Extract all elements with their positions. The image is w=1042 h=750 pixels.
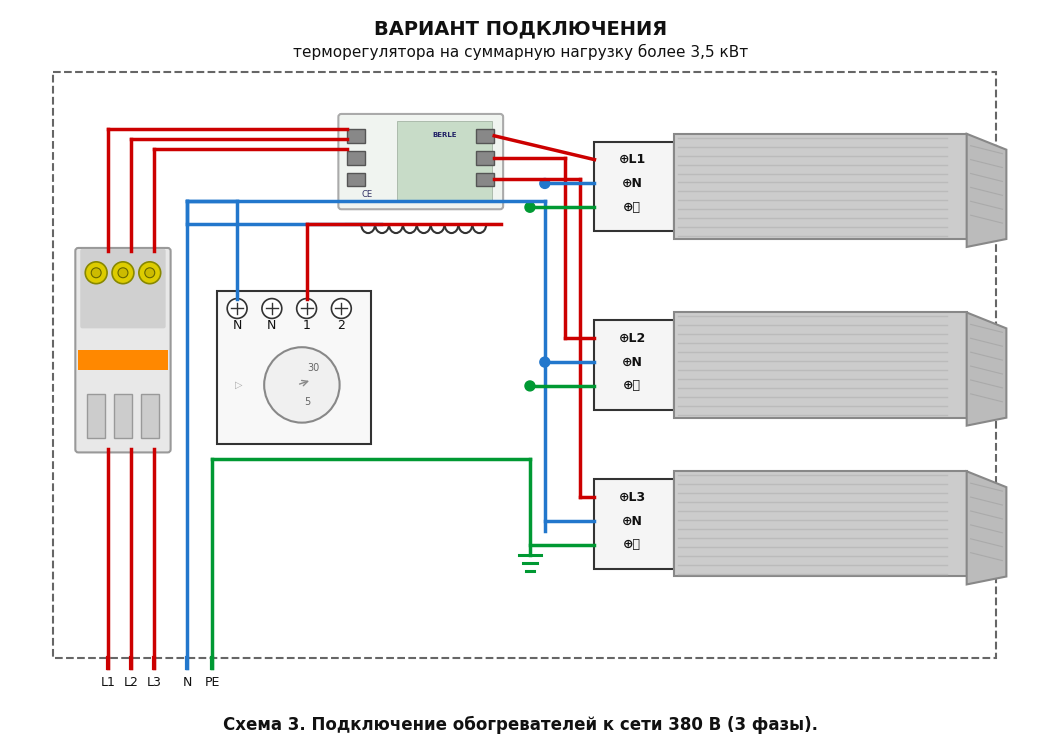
Circle shape: [540, 357, 550, 367]
Text: ⊕N: ⊕N: [622, 177, 643, 190]
Bar: [476, 129, 494, 142]
Polygon shape: [967, 313, 1007, 425]
Bar: [674, 471, 967, 577]
Text: L3: L3: [146, 676, 162, 689]
Text: L2: L2: [123, 676, 139, 689]
Circle shape: [525, 381, 535, 391]
Text: терморегулятора на суммарную нагрузку более 3,5 кВт: терморегулятора на суммарную нагрузку бо…: [294, 44, 748, 61]
Circle shape: [92, 268, 101, 278]
Bar: [594, 142, 674, 231]
Bar: [141, 394, 158, 437]
Text: 30: 30: [307, 363, 320, 373]
FancyBboxPatch shape: [80, 249, 166, 328]
Circle shape: [85, 262, 107, 284]
Circle shape: [139, 262, 160, 284]
Text: ⊕⏚: ⊕⏚: [623, 201, 641, 214]
Text: ⊕⏚: ⊕⏚: [623, 538, 641, 551]
Bar: [78, 350, 168, 370]
Text: Схема 3. Подключение обогревателей к сети 380 В (3 фазы).: Схема 3. Подключение обогревателей к сет…: [223, 716, 819, 734]
Text: ⊕⏚: ⊕⏚: [623, 380, 641, 392]
Circle shape: [265, 347, 340, 423]
Text: ▷: ▷: [235, 380, 243, 390]
Text: ⊕L3: ⊕L3: [619, 490, 646, 503]
Text: CE: CE: [362, 190, 373, 199]
Text: 1: 1: [302, 319, 311, 332]
Bar: [347, 151, 365, 164]
Text: PE: PE: [204, 676, 220, 689]
Text: ⊕L1: ⊕L1: [619, 153, 646, 166]
Polygon shape: [967, 471, 1007, 584]
Bar: [88, 394, 105, 437]
FancyBboxPatch shape: [75, 248, 171, 452]
Circle shape: [525, 202, 535, 212]
Circle shape: [262, 298, 281, 319]
Text: N: N: [267, 319, 276, 332]
Polygon shape: [967, 134, 1007, 247]
Circle shape: [227, 298, 247, 319]
Text: L1: L1: [101, 676, 116, 689]
Circle shape: [118, 268, 128, 278]
Bar: [476, 172, 494, 187]
Circle shape: [145, 268, 154, 278]
Circle shape: [297, 298, 317, 319]
Circle shape: [113, 262, 133, 284]
Bar: [53, 72, 996, 658]
Bar: [218, 291, 371, 445]
Bar: [594, 320, 674, 410]
Text: N: N: [232, 319, 242, 332]
Text: ⊕L2: ⊕L2: [619, 332, 646, 345]
Text: N: N: [182, 676, 192, 689]
Bar: [114, 394, 132, 437]
Bar: [397, 121, 492, 202]
Circle shape: [331, 298, 351, 319]
Text: ⊕N: ⊕N: [622, 514, 643, 527]
Bar: [347, 129, 365, 142]
FancyBboxPatch shape: [339, 114, 503, 209]
Bar: [674, 313, 967, 418]
Bar: [476, 151, 494, 164]
Bar: [347, 172, 365, 187]
Text: 5: 5: [303, 397, 309, 406]
Bar: [594, 479, 674, 568]
Bar: [674, 134, 967, 239]
Text: 2: 2: [338, 319, 345, 332]
Text: ВАРИАНТ ПОДКЛЮЧЕНИЯ: ВАРИАНТ ПОДКЛЮЧЕНИЯ: [374, 19, 668, 38]
Text: ⊕N: ⊕N: [622, 356, 643, 368]
Text: BERLE: BERLE: [432, 132, 456, 138]
Circle shape: [540, 178, 550, 188]
